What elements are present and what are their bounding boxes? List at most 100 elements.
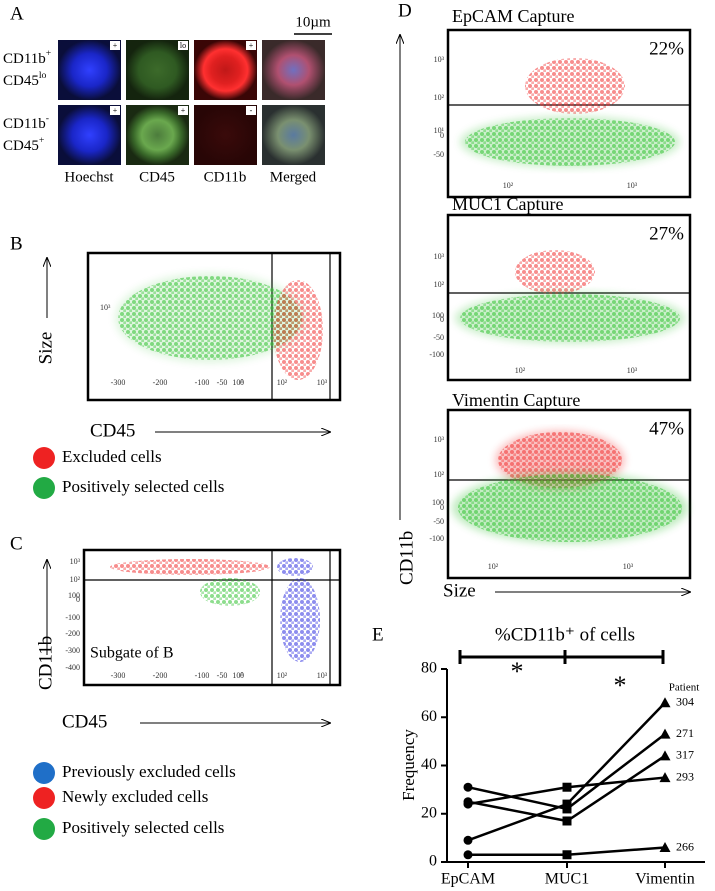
- badge-box: [246, 41, 256, 50]
- y-tick-label: 0: [76, 595, 80, 604]
- x-tick-label: Vimentin: [635, 871, 694, 888]
- x-tick-label: 10³: [623, 562, 634, 571]
- x-tick-label: 10³: [627, 181, 638, 190]
- column-label: CD11b: [204, 169, 247, 185]
- gating-plots: [47, 28, 692, 723]
- legend-title: Patient: [669, 682, 700, 694]
- legend-label: Newly excluded cells: [62, 787, 208, 806]
- annotation: Subgate of B: [90, 645, 174, 662]
- badge-box: [178, 41, 188, 50]
- badge: +: [113, 41, 118, 50]
- row-label: CD45+: [3, 135, 45, 154]
- marker-triangle: [659, 697, 671, 708]
- y-tick-label: 10²: [434, 93, 445, 102]
- y-tick-label: -300: [65, 646, 80, 655]
- y-tick-label: -50: [433, 517, 444, 526]
- x-tick-label: 10³: [317, 378, 328, 387]
- x-tick-label: 10³: [317, 671, 328, 680]
- x-tick-label: 10²: [515, 366, 526, 375]
- row-label: CD11b+: [3, 48, 52, 67]
- y-tick-label: 0: [429, 853, 437, 870]
- label-base: CD11b: [3, 116, 46, 132]
- y-tick-label: 10¹: [434, 126, 445, 135]
- series-label: 271: [676, 726, 694, 740]
- panel-label: B: [10, 233, 23, 254]
- label-sup: -: [46, 113, 49, 124]
- y-tick-label: 0: [440, 503, 444, 512]
- row-label: CD11b-: [3, 113, 49, 132]
- marker-triangle: [659, 728, 671, 739]
- chart-title: %CD11b⁺ of cells: [495, 624, 635, 645]
- x-tick-label: 0: [240, 378, 244, 387]
- axis-label: CD11b: [35, 636, 56, 690]
- axis-label: Size: [35, 332, 56, 365]
- x-tick-label: EpCAM: [441, 871, 495, 888]
- label-base: CD45: [3, 73, 39, 89]
- badge: +: [181, 106, 186, 115]
- label-sup: +: [46, 48, 52, 59]
- marker-square: [562, 804, 572, 814]
- x-tick-label: -100: [195, 378, 210, 387]
- marker-square: [562, 816, 572, 826]
- x-tick-label: 10⁰: [232, 378, 243, 387]
- y-tick-label: -50: [433, 333, 444, 342]
- y-tick-label: 0: [440, 131, 444, 140]
- plot-title: MUC1 Capture: [452, 194, 564, 214]
- marker-square: [562, 850, 572, 860]
- y-tick-label: 100: [432, 498, 444, 507]
- marker-circle: [463, 835, 473, 845]
- marker-square: [562, 799, 572, 809]
- x-tick-label: -300: [111, 378, 126, 387]
- y-tick-label: -100: [429, 534, 444, 543]
- y-tick-label: 0: [440, 315, 444, 324]
- y-tick-label: 10³: [434, 435, 445, 444]
- x-tick-label: MUC1: [545, 871, 589, 888]
- plot-title: EpCAM Capture: [452, 6, 574, 26]
- badge: +: [249, 41, 254, 50]
- significance: *: [614, 671, 627, 700]
- x-tick-label: 10²: [503, 181, 514, 190]
- y-tick-label: -100: [65, 613, 80, 622]
- x-tick-label: 0: [240, 671, 244, 680]
- badge: -: [250, 106, 253, 115]
- series-line: [467, 733, 666, 811]
- badge: +: [113, 106, 118, 115]
- series-label: 293: [676, 769, 694, 783]
- axis-label: Frequency: [399, 729, 418, 801]
- x-tick-label: 10⁰: [232, 671, 243, 680]
- y-tick-label: 10³: [434, 55, 445, 64]
- legend-swatch: [33, 762, 55, 784]
- series-label: 317: [676, 748, 694, 762]
- y-tick-label: 80: [421, 660, 437, 677]
- row-label: CD45lo: [3, 70, 47, 89]
- panel-label: E: [372, 624, 384, 645]
- y-tick-label: 100: [432, 311, 444, 320]
- x-tick-label: -50: [217, 671, 228, 680]
- label-sup: lo: [39, 70, 47, 81]
- marker-circle: [463, 782, 473, 792]
- y-tick-label: 10²: [70, 575, 81, 584]
- x-tick-label: -300: [111, 671, 126, 680]
- legend-swatch: [33, 818, 55, 840]
- axis-label: Size: [443, 580, 476, 601]
- label-sup: +: [39, 135, 45, 146]
- micrograph-tiles: [58, 33, 332, 165]
- y-tick-label: -200: [65, 629, 80, 638]
- marker-triangle: [659, 750, 671, 761]
- legend-label: Previously excluded cells: [62, 762, 236, 781]
- x-tick-label: 10²: [488, 562, 499, 571]
- scale-bar-label: 10µm: [295, 14, 331, 30]
- marker-triangle: [659, 772, 671, 783]
- badge-box: [110, 106, 120, 115]
- y-tick-label: 10³: [70, 557, 81, 566]
- y-tick-label: 10³: [434, 252, 445, 261]
- marker-circle: [463, 799, 473, 809]
- column-label: CD45: [139, 169, 175, 185]
- marker-triangle: [659, 842, 671, 853]
- percent-label: 22%: [649, 38, 684, 59]
- series-label: 266: [676, 839, 694, 853]
- y-tick-label: -400: [65, 663, 80, 672]
- label-base: CD45: [3, 138, 39, 154]
- badge: lo: [180, 41, 186, 50]
- legend-label: Excluded cells: [62, 447, 162, 466]
